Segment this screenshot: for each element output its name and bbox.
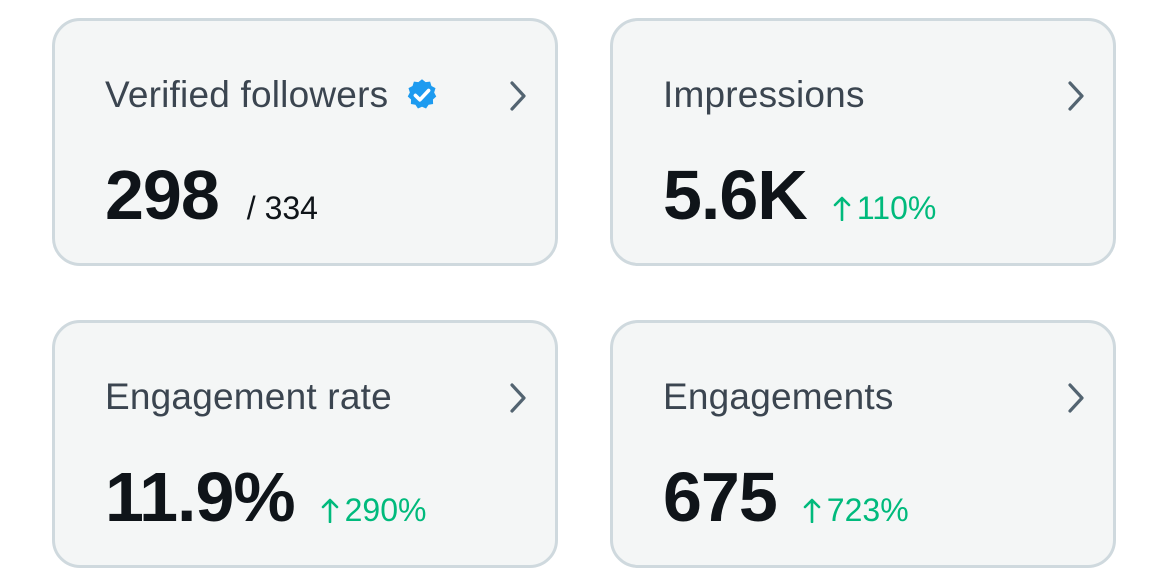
engagements-card[interactable]: Engagements 675 723% — [610, 320, 1116, 568]
verified-badge-icon — [404, 77, 440, 113]
card-header: Impressions — [663, 73, 865, 117]
metric-value: 5.6K — [663, 156, 808, 234]
engagement-rate-card[interactable]: Engagement rate 11.9% 290% — [52, 320, 558, 568]
impressions-card[interactable]: Impressions 5.6K 110% — [610, 18, 1116, 266]
change-indicator: 110% — [833, 190, 936, 227]
arrow-up-icon — [803, 498, 821, 523]
card-title: Verified followers — [105, 74, 389, 115]
metric-value: 298 — [105, 156, 220, 234]
change-indicator: 290% — [321, 492, 427, 529]
card-header: Verified followers — [105, 73, 440, 117]
change-percent: 290% — [344, 492, 427, 528]
metric-value: 11.9% — [105, 458, 296, 536]
chevron-right-icon[interactable] — [1065, 79, 1087, 113]
metric-value-row: 675 723% — [663, 457, 909, 537]
card-header: Engagements — [663, 375, 894, 419]
chevron-right-icon[interactable] — [507, 79, 529, 113]
verified-followers-card[interactable]: Verified followers 298 / 334 — [52, 18, 558, 266]
card-header: Engagement rate — [105, 375, 392, 419]
card-title: Impressions — [663, 74, 865, 115]
arrow-up-icon — [321, 498, 338, 523]
metric-total: / 334 — [246, 190, 318, 226]
card-title: Engagements — [663, 376, 894, 417]
metric-value-row: 5.6K 110% — [663, 155, 936, 235]
card-title: Engagement rate — [105, 376, 392, 417]
chevron-right-icon[interactable] — [507, 381, 529, 415]
arrow-up-icon — [833, 196, 851, 221]
metric-value-row: 298 / 334 — [105, 155, 318, 235]
chevron-right-icon[interactable] — [1065, 381, 1087, 415]
change-percent: 723% — [826, 492, 909, 528]
change-percent: 110% — [856, 190, 937, 226]
metric-value-row: 11.9% 290% — [105, 457, 426, 537]
change-indicator: 723% — [803, 492, 909, 529]
metric-value: 675 — [663, 458, 778, 536]
